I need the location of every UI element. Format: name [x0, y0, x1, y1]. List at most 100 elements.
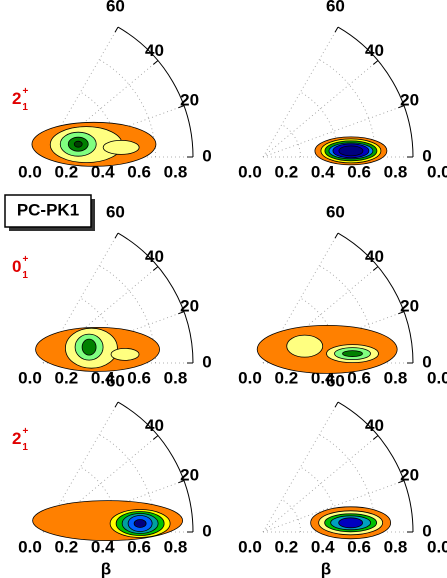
outer-arc: [117, 26, 194, 158]
gamma-tick-label: 0: [202, 352, 211, 371]
gamma-tick-label: 40: [145, 41, 164, 60]
gamma-tick-label: 40: [365, 416, 384, 435]
gamma-tick-label: 40: [365, 41, 384, 60]
gamma-tick-label: 60: [106, 371, 125, 390]
beta-tick-label: 0.6: [127, 162, 151, 181]
beta-tick-label: 0.2: [275, 162, 299, 181]
right-edge-label: 0.0: [427, 368, 447, 387]
outer-arc: [337, 26, 414, 158]
grid-line: [262, 60, 379, 158]
beta-tick-label: 0.8: [384, 368, 408, 387]
state-sup: +: [22, 426, 28, 437]
tick-mark: [152, 266, 159, 271]
state-label: 2+ 1: [12, 86, 28, 113]
grid-line: [262, 401, 339, 533]
state-main: 0: [12, 257, 21, 276]
beta-tick-label: 0.2: [275, 537, 299, 556]
tick-mark: [398, 105, 405, 109]
beta-tick-label: 0.6: [127, 537, 151, 556]
outer-arc: [337, 232, 414, 364]
contour: [110, 347, 140, 361]
beta-tick-label: 0.8: [164, 162, 188, 181]
beta-tick-label: 0.8: [384, 537, 408, 556]
contour: [81, 338, 97, 356]
gamma-tick-label: 20: [180, 90, 199, 109]
gamma-tick-label: 60: [326, 0, 345, 15]
beta-tick-label: 0.0: [238, 368, 262, 387]
gamma-tick-label: 0: [422, 146, 431, 165]
tick-mark: [334, 26, 339, 33]
beta-tick-label: 0.0: [238, 537, 262, 556]
beta-tick-label: 0.2: [55, 537, 79, 556]
grid-line: [262, 435, 379, 533]
tick-mark: [334, 401, 339, 408]
gamma-tick-label: 40: [145, 247, 164, 266]
contour: [102, 140, 140, 155]
x-axis-label: β: [101, 559, 111, 578]
gamma-tick-label: 20: [400, 90, 419, 109]
gamma-tick-label: 60: [106, 0, 125, 15]
outer-arc: [337, 401, 414, 533]
state-sub: 1: [22, 270, 28, 281]
grid-arc: [281, 124, 301, 158]
gamma-tick-label: 60: [326, 371, 345, 390]
state-label: 2+ 1: [12, 426, 28, 453]
gamma-tick-label: 20: [180, 465, 199, 484]
polar-panel: 0 20 40 60 0.0 0.2 0.4 0.6 0.8 β: [238, 371, 432, 578]
state-label: 0+ 1: [12, 254, 28, 281]
state-sup: +: [22, 86, 28, 97]
state-main: 2: [12, 429, 21, 448]
beta-tick-label: 0.6: [347, 537, 371, 556]
gamma-tick-label: 20: [180, 296, 199, 315]
beta-tick-label: 0.2: [55, 162, 79, 181]
beta-tick-label: 0.4: [311, 537, 335, 556]
beta-tick-label: 0.8: [164, 368, 188, 387]
tick-mark: [398, 311, 405, 315]
gamma-tick-label: 20: [400, 465, 419, 484]
contour: [73, 140, 83, 148]
beta-tick-label: 0.2: [55, 368, 79, 387]
gamma-tick-label: 0: [202, 146, 211, 165]
gamma-tick-label: 0: [422, 521, 431, 540]
label-box: [4, 194, 92, 228]
tick-mark: [178, 480, 185, 484]
contour: [286, 334, 324, 358]
gamma-tick-label: 60: [326, 202, 345, 221]
contour: [342, 350, 363, 357]
tick-mark: [372, 266, 379, 271]
tick-mark: [372, 60, 379, 65]
gamma-tick-label: 20: [400, 296, 419, 315]
beta-tick-label: 0.6: [347, 368, 371, 387]
contour: [338, 517, 364, 529]
grid-line: [262, 26, 339, 158]
grid-arc: [281, 499, 301, 533]
grid-line: [262, 105, 405, 158]
label-box-text: PC-PK1: [17, 200, 79, 219]
beta-tick-label: 0.4: [91, 162, 115, 181]
tick-mark: [114, 232, 119, 239]
beta-tick-label: 0.8: [384, 162, 408, 181]
tick-mark: [114, 401, 119, 408]
tick-mark: [372, 435, 379, 440]
gamma-tick-label: 60: [106, 202, 125, 221]
tick-mark: [152, 60, 159, 65]
beta-tick-label: 0.0: [18, 537, 42, 556]
beta-tick-label: 0.0: [238, 162, 262, 181]
gamma-tick-label: 0: [202, 521, 211, 540]
beta-tick-label: 0.4: [91, 368, 115, 387]
tick-mark: [152, 435, 159, 440]
gamma-tick-label: 0: [422, 352, 431, 371]
right-edge-label: 0.0: [427, 162, 447, 181]
state-main: 2: [12, 89, 21, 108]
polar-panel: 0 20 40 60 0.0 0.2 0.4 0.6 0.8 β: [18, 371, 212, 578]
beta-tick-label: 0.8: [164, 537, 188, 556]
outer-arc: [117, 232, 194, 364]
gamma-tick-label: 40: [365, 247, 384, 266]
tick-mark: [178, 105, 185, 109]
tick-mark: [178, 311, 185, 315]
state-sup: +: [22, 254, 28, 265]
x-axis-label: β: [321, 559, 331, 578]
gamma-tick-label: 40: [145, 416, 164, 435]
